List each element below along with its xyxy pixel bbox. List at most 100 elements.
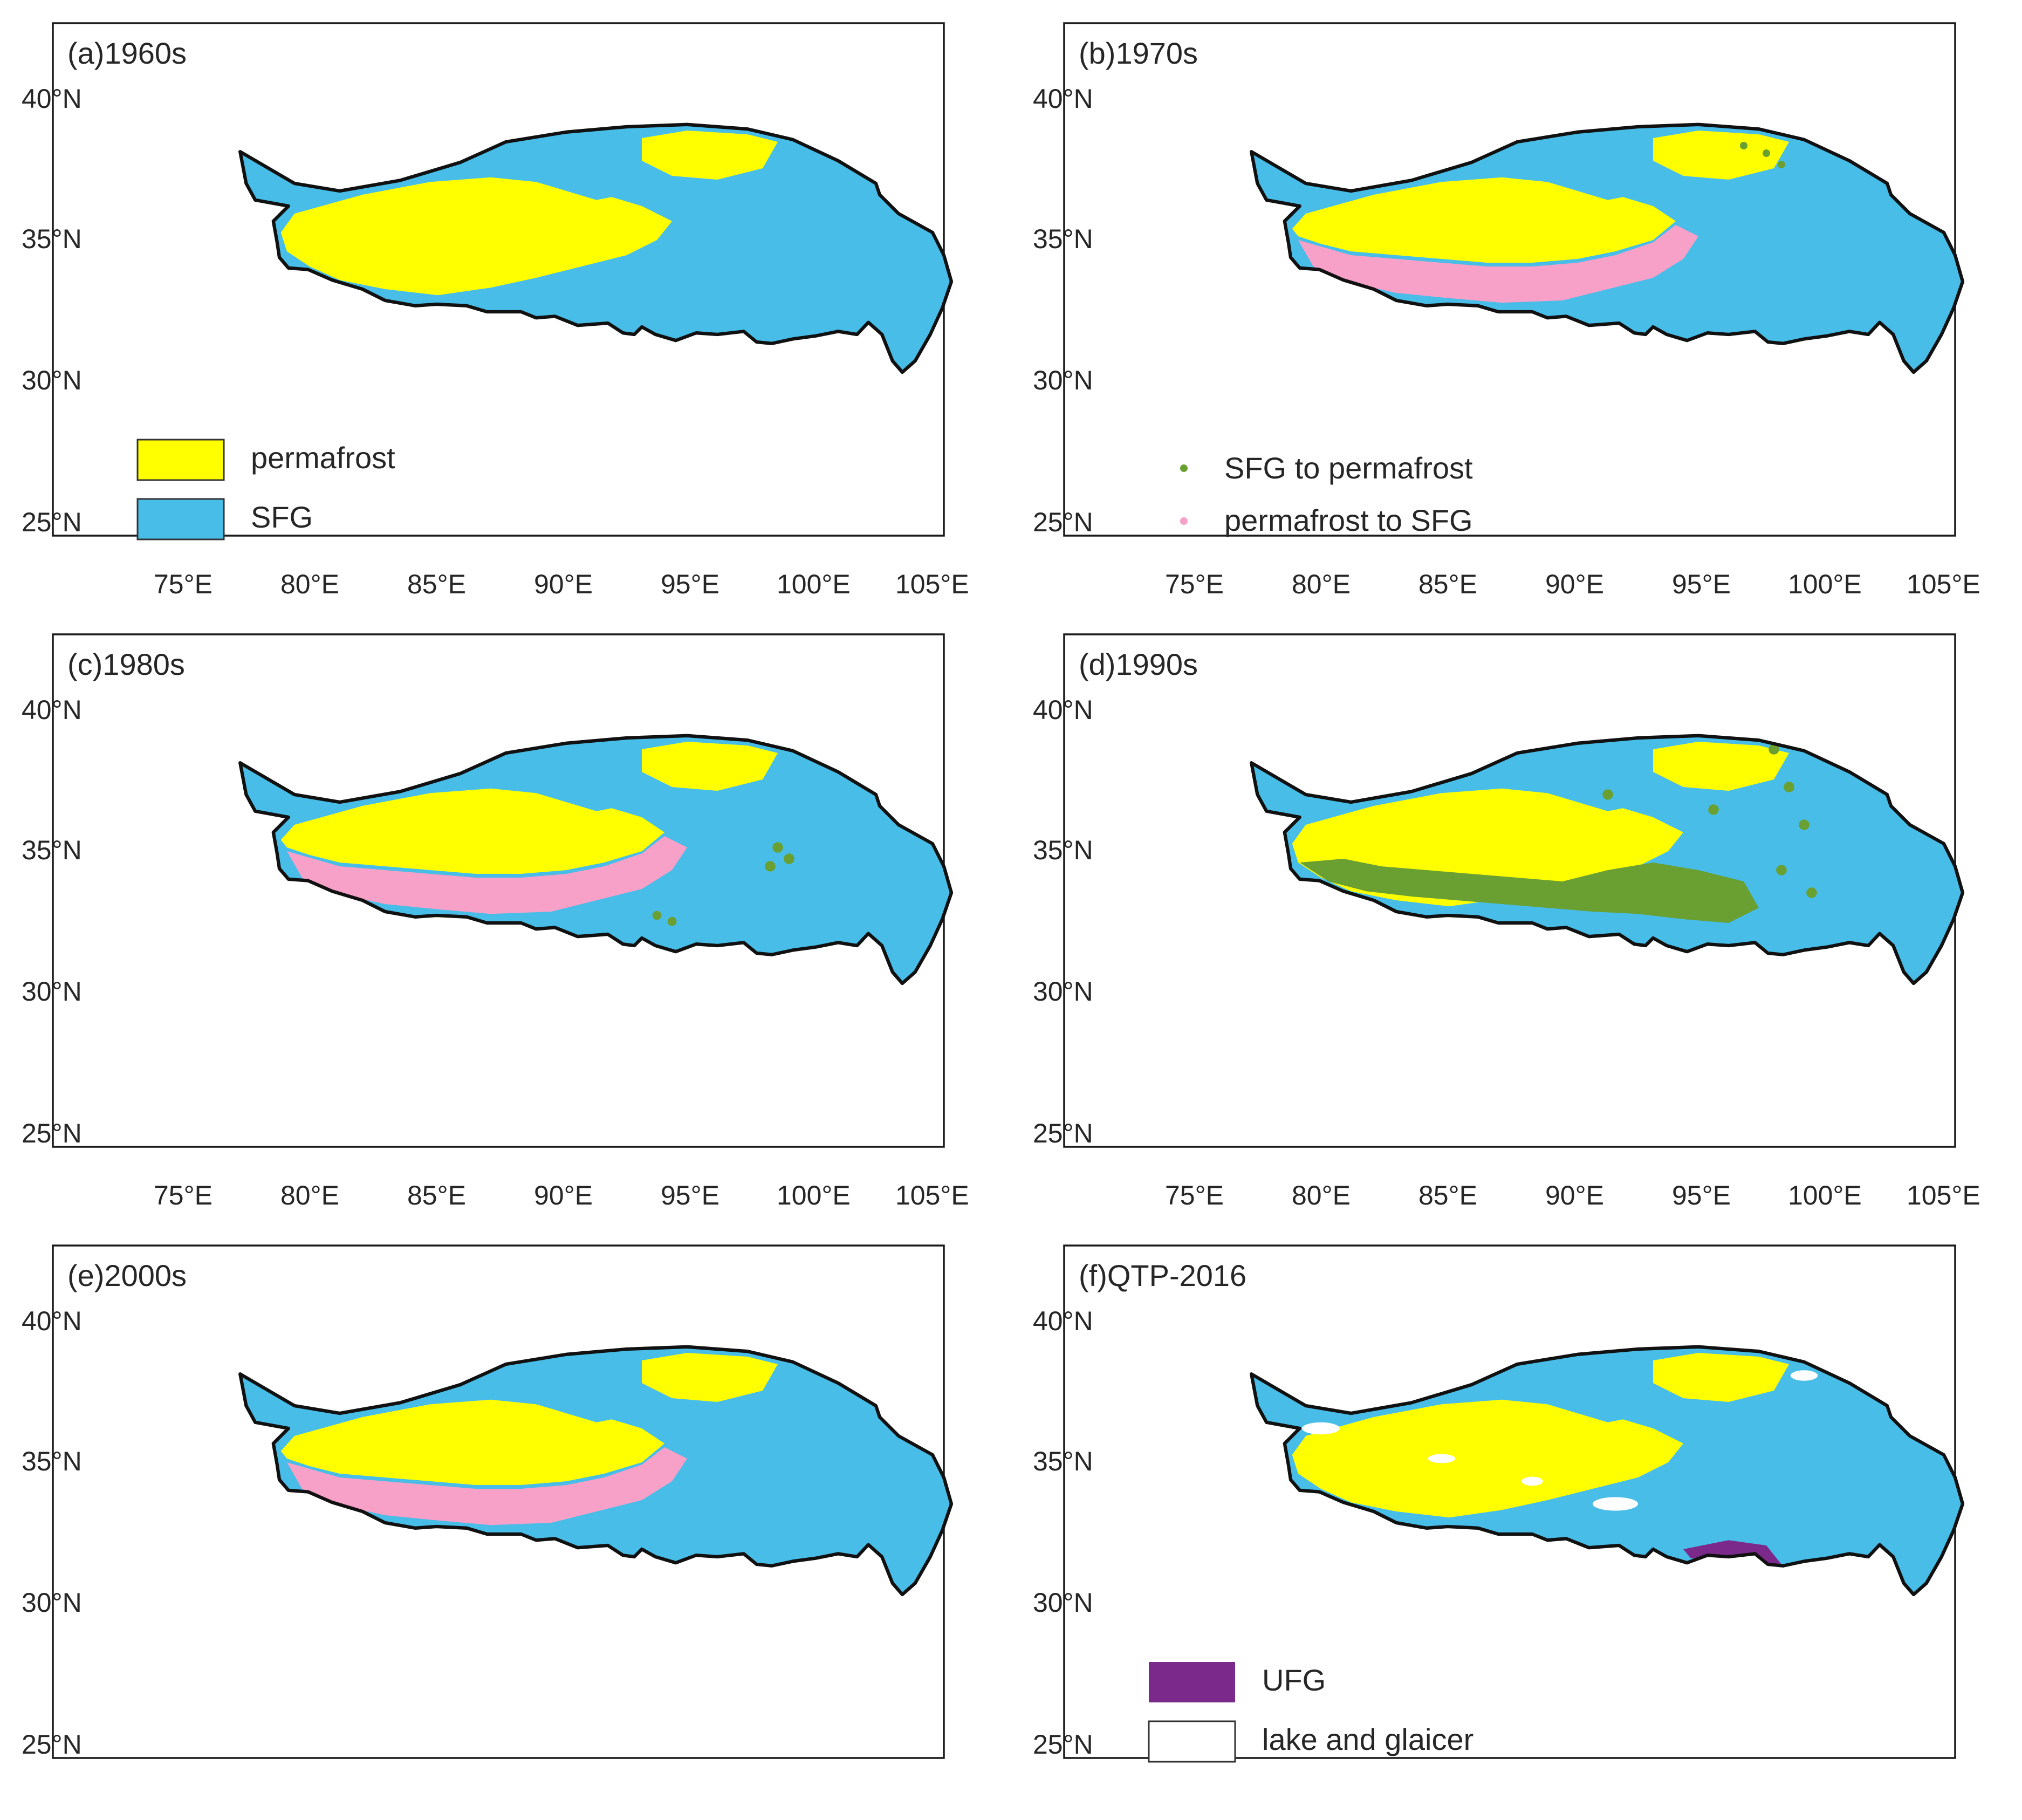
y-tick-label: 40°N bbox=[22, 695, 82, 725]
y-tick-label: 25°N bbox=[1033, 507, 1093, 537]
y-tick-label: 30°N bbox=[22, 976, 82, 1007]
change-dot bbox=[1776, 865, 1787, 875]
change-dot bbox=[1778, 161, 1785, 168]
x-tick-label: 75°E bbox=[1165, 1180, 1224, 1210]
y-ticks: 40°N 35°N 30°N 25°N bbox=[22, 695, 82, 1148]
plateau-outline bbox=[1250, 1345, 1965, 1597]
legend-label: SFG bbox=[251, 500, 313, 534]
legend: UFG lake and glaicer bbox=[1148, 1662, 1473, 1763]
change-dot bbox=[784, 853, 794, 864]
change-dot bbox=[1799, 819, 1809, 830]
legend-swatch-permafrost bbox=[136, 439, 225, 481]
x-tick-label: 90°E bbox=[1545, 569, 1604, 599]
change-dot bbox=[667, 916, 677, 926]
y-tick-label: 40°N bbox=[22, 84, 82, 114]
sfg-to-permafrost-area bbox=[1299, 859, 1759, 923]
sfg-to-permafrost-dots bbox=[1602, 744, 1817, 898]
legend-label: SFG to permafrost bbox=[1224, 451, 1473, 485]
y-tick-label: 35°N bbox=[22, 224, 82, 254]
panel-e: (e)2000s 40°N 35°N 30°N 25°N bbox=[22, 1244, 954, 1760]
plateau-outline bbox=[1250, 734, 1965, 986]
y-tick-label: 35°N bbox=[22, 835, 82, 865]
legend-marker-permafrost-to-sfg bbox=[1180, 517, 1188, 525]
x-tick-label: 85°E bbox=[407, 1180, 466, 1210]
x-tick-label: 80°E bbox=[280, 1180, 339, 1210]
x-tick-label: 105°E bbox=[1907, 1180, 1980, 1210]
lake-patch bbox=[1593, 1497, 1638, 1511]
x-tick-label: 95°E bbox=[1672, 569, 1731, 599]
panel-title: (c)1980s bbox=[67, 647, 185, 681]
y-ticks: 40°N 35°N 30°N 25°N bbox=[22, 84, 82, 537]
permafrost-to-sfg-area bbox=[1298, 225, 1698, 303]
panel-title: (a)1960s bbox=[67, 36, 187, 70]
panel-d: (d)1990s 40°N 35°N 30°N 25°N 75°E 80°E 8… bbox=[1033, 633, 1980, 1210]
y-tick-label: 30°N bbox=[1033, 976, 1093, 1007]
y-tick-label: 30°N bbox=[22, 365, 82, 395]
legend-label: UFG bbox=[1262, 1663, 1326, 1697]
change-dot bbox=[1602, 789, 1613, 800]
change-dot bbox=[652, 911, 662, 920]
plateau-outline bbox=[238, 734, 954, 986]
x-tick-label: 85°E bbox=[1418, 1180, 1477, 1210]
x-tick-label: 100°E bbox=[777, 569, 851, 599]
y-ticks: 40°N 35°N 30°N 25°N bbox=[22, 1306, 82, 1760]
y-ticks: 40°N 35°N 30°N 25°N bbox=[1033, 695, 1093, 1148]
x-tick-label: 75°E bbox=[154, 1180, 213, 1210]
panel-title: (e)2000s bbox=[67, 1258, 187, 1292]
legend-label: permafrost to SFG bbox=[1224, 503, 1473, 537]
permafrost-area bbox=[280, 131, 778, 296]
y-tick-label: 30°N bbox=[22, 1588, 82, 1618]
y-tick-label: 40°N bbox=[1033, 695, 1093, 725]
legend-swatch-sfg bbox=[136, 498, 225, 540]
x-ticks: 75°E 80°E 85°E 90°E 95°E 100°E 105°E bbox=[154, 569, 969, 599]
lake-patch bbox=[1521, 1476, 1543, 1486]
y-tick-label: 30°N bbox=[1033, 365, 1093, 395]
x-tick-label: 90°E bbox=[534, 569, 593, 599]
y-tick-label: 40°N bbox=[1033, 84, 1093, 114]
x-tick-label: 85°E bbox=[1418, 569, 1477, 599]
x-tick-label: 75°E bbox=[1165, 569, 1224, 599]
permafrost-area bbox=[1292, 1353, 1789, 1518]
legend: permafrost SFG bbox=[136, 439, 395, 540]
permafrost-area bbox=[280, 1353, 778, 1485]
y-tick-label: 40°N bbox=[1033, 1306, 1093, 1336]
permafrost-to-sfg-area bbox=[287, 1447, 687, 1525]
y-ticks: 40°N 35°N 30°N 25°N bbox=[1033, 1306, 1093, 1760]
sfg-to-permafrost-dots bbox=[1740, 142, 1785, 168]
change-dot bbox=[1763, 149, 1770, 157]
y-tick-label: 25°N bbox=[22, 507, 82, 537]
x-tick-label: 85°E bbox=[407, 569, 466, 599]
plateau-outline bbox=[238, 1345, 954, 1597]
panel-title: (f)QTP-2016 bbox=[1079, 1258, 1246, 1292]
change-dot bbox=[765, 861, 776, 872]
y-tick-label: 25°N bbox=[1033, 1118, 1093, 1148]
x-tick-label: 95°E bbox=[661, 1180, 719, 1210]
plateau-outline bbox=[1250, 122, 1965, 374]
lake-patch bbox=[1790, 1370, 1818, 1381]
sfg-to-permafrost-dots bbox=[652, 842, 794, 926]
x-tick-label: 75°E bbox=[154, 569, 213, 599]
x-tick-label: 80°E bbox=[1292, 569, 1351, 599]
panel-title: (b)1970s bbox=[1079, 36, 1198, 70]
panel-c: (c)1980s 40°N 35°N 30°N 25°N 75°E 80°E 8… bbox=[22, 633, 969, 1210]
lake-patch bbox=[1428, 1454, 1456, 1463]
x-tick-label: 95°E bbox=[661, 569, 719, 599]
x-tick-label: 105°E bbox=[895, 569, 969, 599]
change-dot bbox=[1769, 744, 1779, 755]
legend-swatch-ufg bbox=[1149, 1662, 1235, 1702]
legend-marker-sfg-to-permafrost bbox=[1180, 464, 1188, 472]
y-tick-label: 40°N bbox=[22, 1306, 82, 1336]
panel-f: (f)QTP-2016 40°N 35°N 30°N 25°N UFG lake… bbox=[1033, 1244, 1965, 1763]
x-tick-label: 90°E bbox=[534, 1180, 593, 1210]
permafrost-to-sfg-area bbox=[287, 836, 687, 914]
x-tick-label: 105°E bbox=[1907, 569, 1980, 599]
x-tick-label: 100°E bbox=[1788, 569, 1862, 599]
panel-a: (a)1960s 40°N 35°N 30°N 25°N 75°E 80°E 8… bbox=[22, 22, 969, 599]
y-tick-label: 25°N bbox=[22, 1729, 82, 1760]
permafrost-area bbox=[1292, 131, 1789, 263]
legend-label: permafrost bbox=[251, 441, 395, 475]
permafrost-area bbox=[1292, 742, 1789, 907]
y-tick-label: 35°N bbox=[1033, 1446, 1093, 1476]
legend: SFG to permafrost permafrost to SFG bbox=[1180, 451, 1473, 537]
